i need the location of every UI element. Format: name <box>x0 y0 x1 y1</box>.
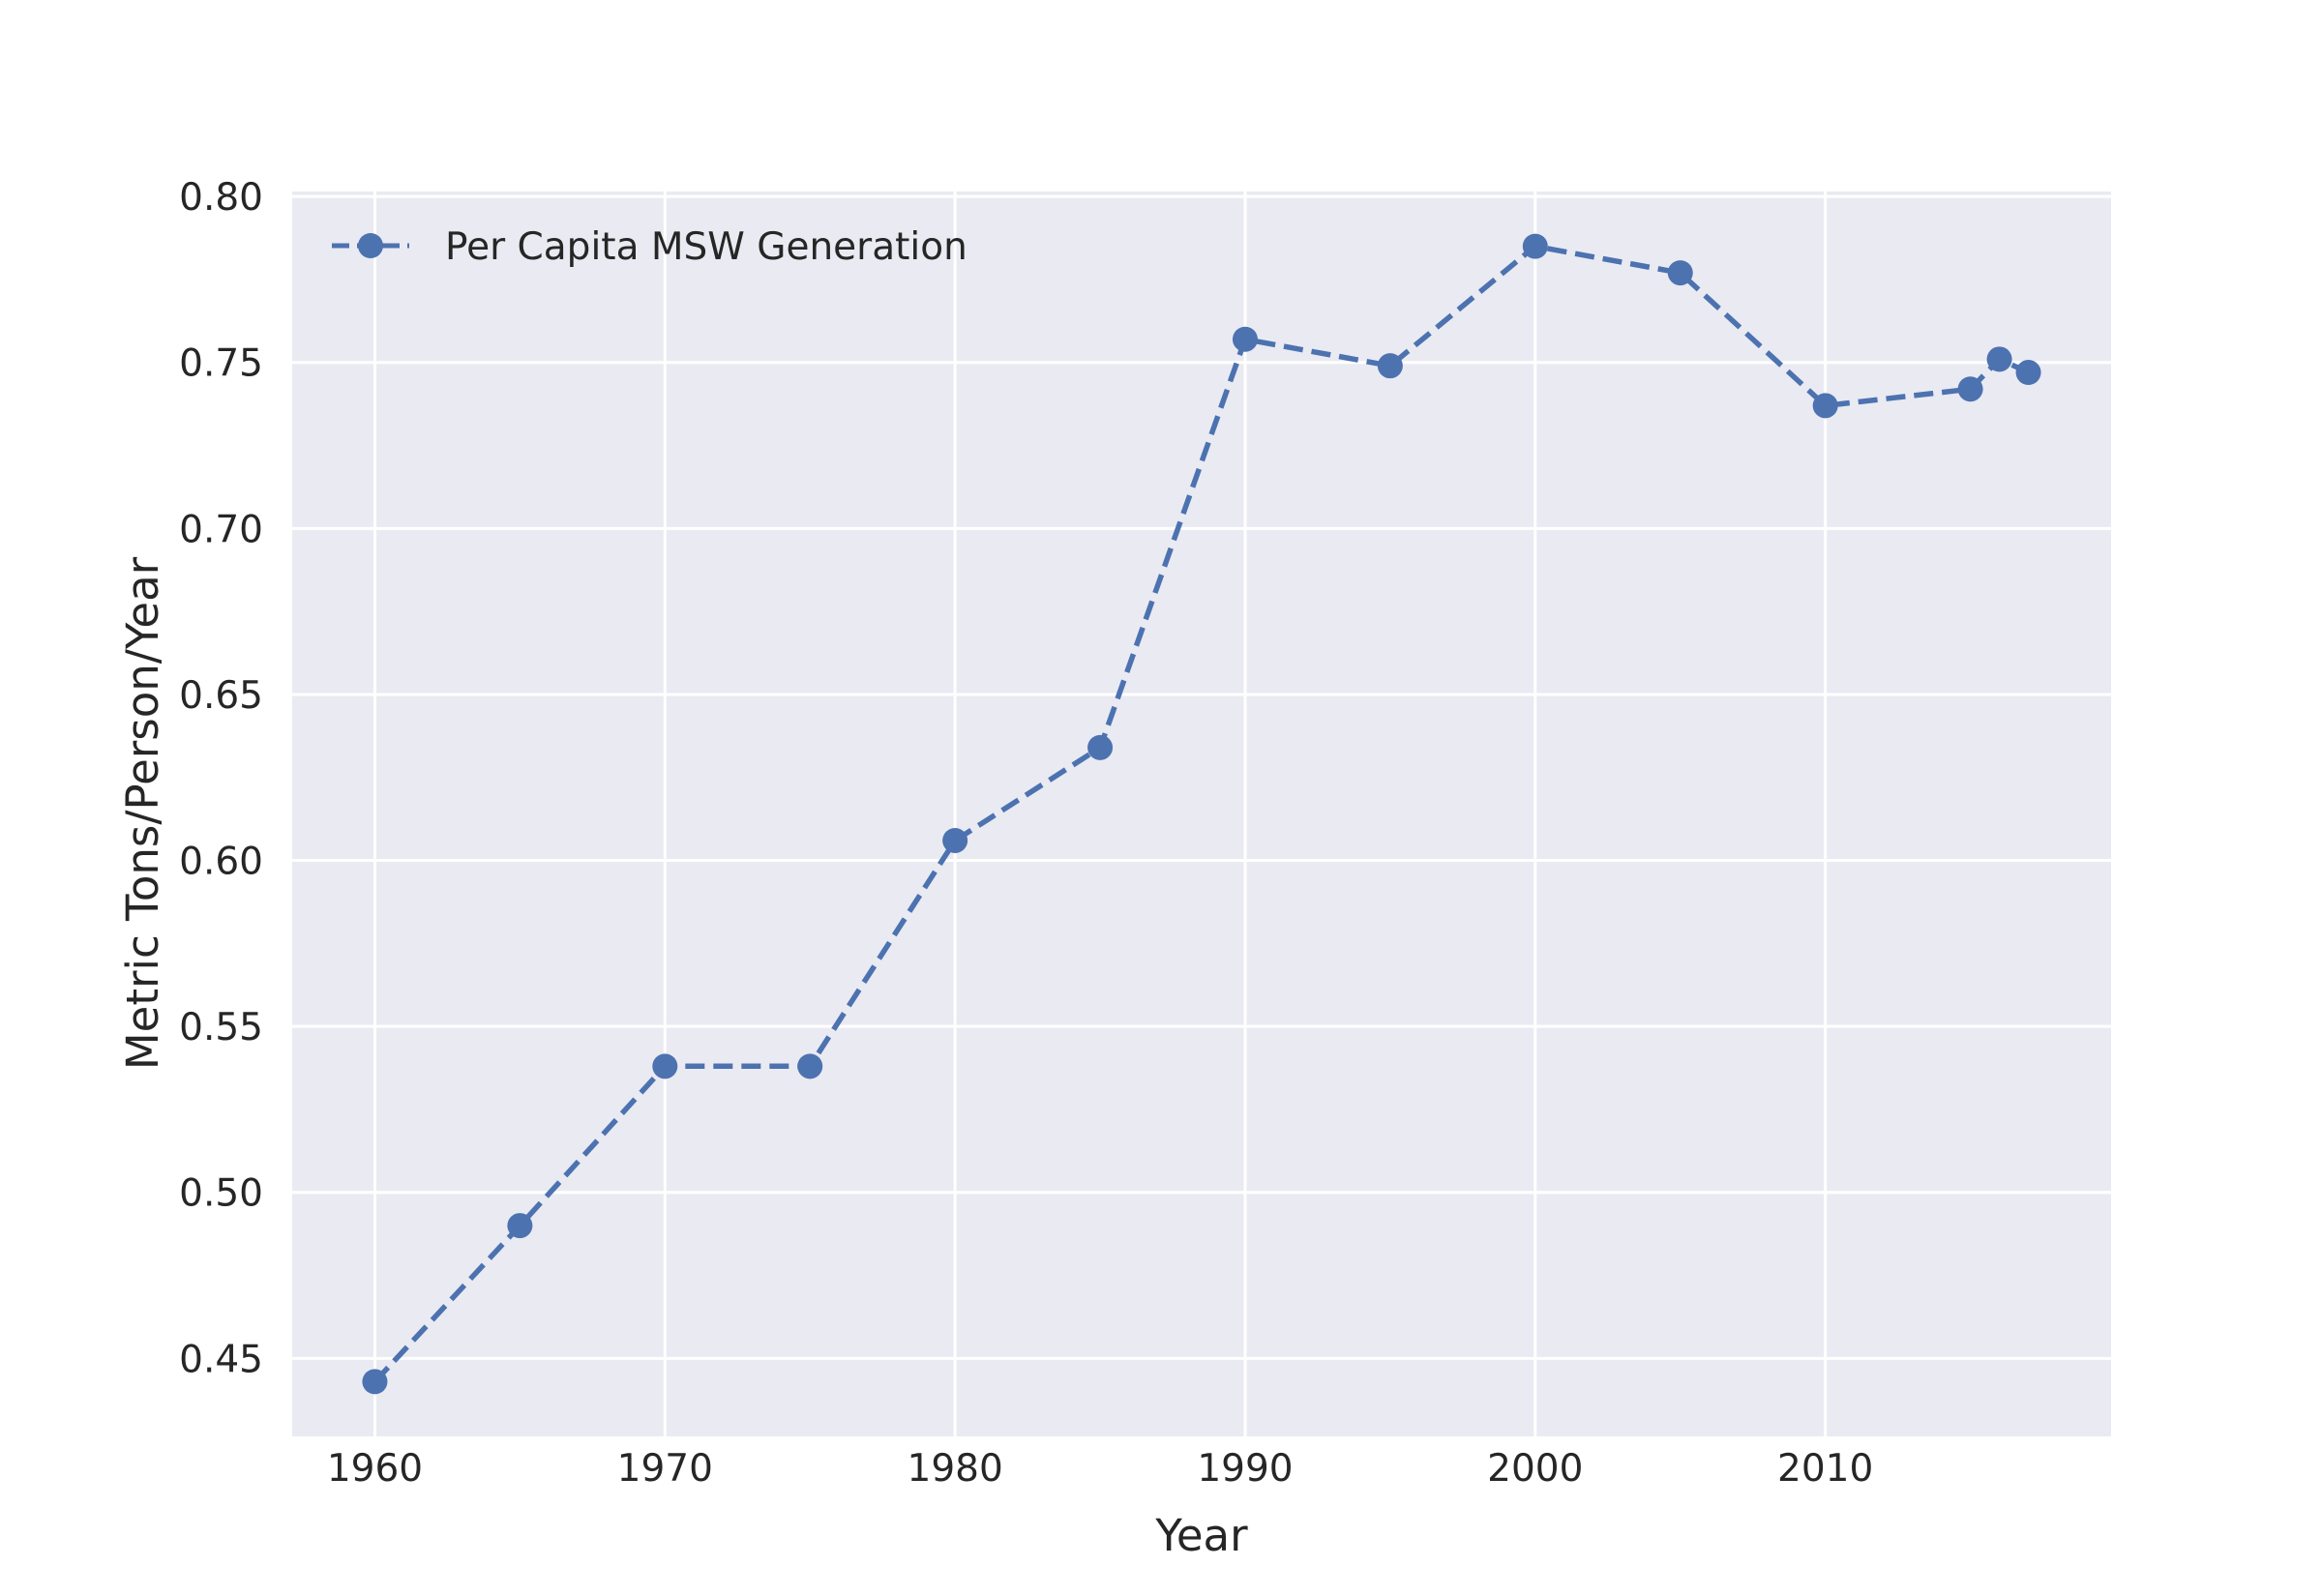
y-tick-label: 0.70 <box>179 508 263 551</box>
data-point <box>1377 353 1403 379</box>
y-gridlines <box>292 194 2111 1360</box>
y-tick-label: 0.50 <box>179 1172 263 1216</box>
data-point <box>652 1053 678 1079</box>
x-axis-label: Year <box>1154 1510 1248 1561</box>
data-point <box>2015 360 2041 386</box>
x-tick-label: 2010 <box>1777 1447 1873 1491</box>
x-tick-label: 2000 <box>1487 1447 1583 1491</box>
x-tick-label: 1970 <box>617 1447 713 1491</box>
data-point <box>1986 346 2012 372</box>
y-tick-label: 0.80 <box>179 176 263 220</box>
x-tick-label: 1980 <box>908 1447 1003 1491</box>
y-tick-label: 0.55 <box>179 1006 263 1049</box>
data-point <box>507 1213 533 1239</box>
legend: Per Capita MSW Generation <box>332 225 968 269</box>
y-axis-label: Metric Tons/Person/Year <box>117 556 168 1070</box>
data-point <box>1667 260 1693 286</box>
data-point <box>1812 393 1838 419</box>
y-tick-labels: 0.45 0.50 0.55 0.60 0.65 0.70 0.75 0.80 <box>179 176 263 1381</box>
data-point <box>1087 734 1114 760</box>
y-tick-label: 0.65 <box>179 674 263 718</box>
x-tick-label: 1990 <box>1197 1447 1293 1491</box>
series-line <box>372 243 2030 1384</box>
series-layer <box>362 233 2041 1395</box>
y-tick-label: 0.45 <box>179 1338 263 1381</box>
data-point <box>1522 233 1548 259</box>
data-point <box>797 1053 823 1079</box>
x-tick-label: 1960 <box>327 1447 423 1491</box>
data-point <box>1957 376 1983 402</box>
plot-background <box>292 192 2111 1436</box>
data-point <box>942 827 968 853</box>
data-point <box>362 1369 388 1395</box>
y-tick-label: 0.60 <box>179 841 263 884</box>
y-tick-label: 0.75 <box>179 342 263 386</box>
legend-marker-icon <box>358 233 383 258</box>
data-point <box>1232 326 1258 352</box>
x-tick-labels: 1960 1970 1980 1990 2000 2010 <box>327 1447 1873 1491</box>
legend-label: Per Capita MSW Generation <box>445 225 968 269</box>
